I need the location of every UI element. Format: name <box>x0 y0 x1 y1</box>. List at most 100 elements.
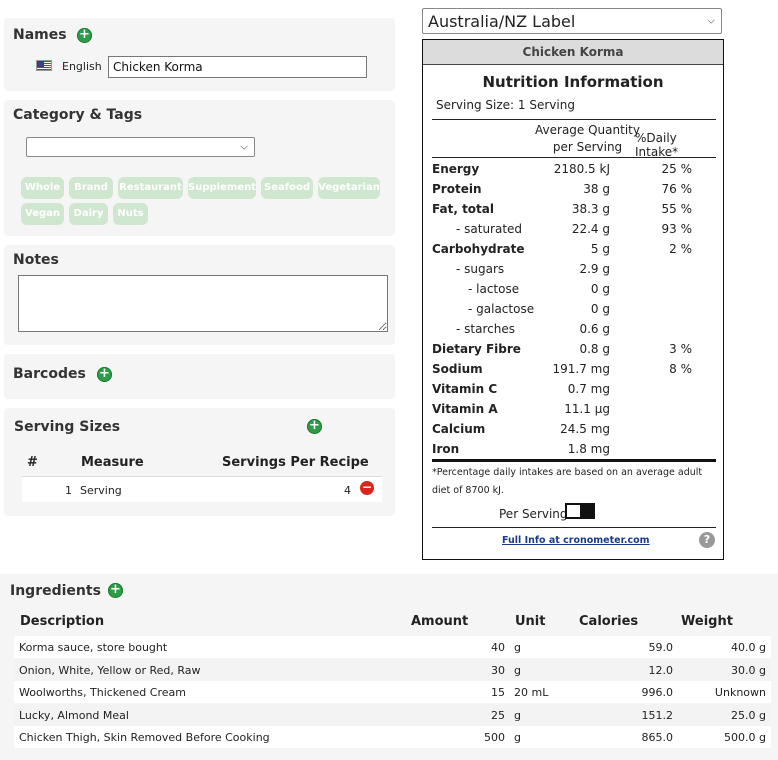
language-label: English <box>62 60 102 73</box>
nutrient-name: - starches <box>456 322 515 336</box>
ingredient-unit[interactable]: g <box>514 663 521 677</box>
tag-seafood[interactable]: Seafood <box>261 177 313 199</box>
chevron-down-icon: ⌵ <box>240 141 248 153</box>
nutrient-name: - lactose <box>468 282 520 296</box>
nutrient-quantity: 38 g <box>583 182 610 196</box>
ingredient-weight: 500.0 g <box>724 731 766 744</box>
label-col-avg-sub: per Serving <box>552 140 623 154</box>
ingredient-description[interactable]: Lucky, Almond Meal <box>19 708 129 722</box>
label-format-select[interactable]: Australia/NZ Label ⌵ <box>422 8 722 34</box>
label-footnote: *Percentage daily intakes are based on a… <box>432 467 703 496</box>
category-select[interactable]: ⌵ <box>26 137 255 157</box>
nutrient-name: Carbohydrate <box>432 242 525 256</box>
ingredient-description[interactable]: Chicken Thigh, Skin Removed Before Cooki… <box>19 731 270 744</box>
tag-restaurant[interactable]: Restaurant <box>118 177 183 199</box>
tag-dairy[interactable]: Dairy <box>69 203 108 225</box>
nutrient-daily-intake: 3 % <box>669 342 692 356</box>
ingredient-description[interactable]: Woolworths, Thickened Cream <box>19 686 186 699</box>
tag-nuts[interactable]: Nuts <box>113 203 148 225</box>
nutrition-info-title: Nutrition Information <box>482 73 664 91</box>
add-ingredient-icon[interactable]: + <box>108 583 123 598</box>
nutrient-row: - saturated 22.4 g 93 % <box>432 220 716 240</box>
ingredient-calories: 12.0 <box>648 663 674 677</box>
add-serving-icon[interactable]: + <box>307 419 322 434</box>
nutrient-quantity: 0.7 mg <box>567 382 610 396</box>
ingredient-amount[interactable]: 30 <box>491 663 505 677</box>
ingredient-description[interactable]: Korma sauce, store bought <box>19 641 168 654</box>
serving-col-measure: Measure <box>81 455 144 470</box>
ingredient-calories: 59.0 <box>648 641 674 654</box>
tag-brand[interactable]: Brand <box>69 177 113 199</box>
nutrient-daily-intake: 8 % <box>669 362 692 376</box>
serving-sizes-panel: Serving Sizes + # Measure Servings Per R… <box>4 408 395 516</box>
nutrient-row: Dietary Fibre 0.8 g 3 % <box>432 340 716 360</box>
nutrient-quantity: 22.4 g <box>571 222 610 236</box>
ingredients-section: Ingredients + Description Amount Unit Ca… <box>0 574 778 760</box>
label-divider <box>432 527 716 528</box>
ingredient-row[interactable]: Woolworths, Thickened Cream 15 20 mL 996.0 U… <box>14 681 771 703</box>
ingredient-row[interactable]: Chicken Thigh, Skin Removed Before Cooki… <box>14 726 771 748</box>
ingredient-amount[interactable]: 15 <box>491 686 505 699</box>
per-serving-label: Per Serving <box>499 507 568 521</box>
ingredient-unit[interactable]: g <box>514 708 521 722</box>
tag-supplement[interactable]: Supplement <box>188 177 256 199</box>
names-title: Names <box>13 27 67 43</box>
nutrient-quantity: 2.9 g <box>579 262 610 276</box>
help-icon[interactable]: ? <box>699 532 715 548</box>
label-thick-divider <box>432 459 716 462</box>
nutrient-daily-intake: 93 % <box>661 222 693 236</box>
serving-sizes-title: Serving Sizes <box>14 419 121 435</box>
notes-textarea[interactable] <box>18 275 388 332</box>
ingredient-amount[interactable]: 25 <box>491 708 505 722</box>
ingredient-weight: 25.0 g <box>731 708 766 722</box>
per-serving-toggle[interactable] <box>565 503 595 519</box>
nutrient-name: Iron <box>432 442 460 456</box>
notes-panel: Notes <box>4 245 395 345</box>
name-input[interactable] <box>108 56 367 78</box>
nutrient-name: - saturated <box>456 222 523 236</box>
add-name-icon[interactable]: + <box>77 28 92 43</box>
nutrient-quantity: 0 g <box>590 282 610 296</box>
nutrition-label: Chicken Korma Nutrition Information Serv… <box>422 39 724 560</box>
barcodes-panel: Barcodes + <box>4 354 395 399</box>
chevron-down-icon: ⌵ <box>707 15 715 27</box>
nutrient-row: Vitamin C 0.7 mg <box>432 380 716 400</box>
label-food-name: Chicken Korma <box>423 40 723 65</box>
ingredient-unit[interactable]: g <box>514 641 521 654</box>
tag-whole[interactable]: Whole <box>21 177 64 199</box>
ingredient-row[interactable]: Lucky, Almond Meal 25 g 151.2 25.0 g <box>14 703 771 726</box>
ingredient-unit[interactable]: g <box>514 731 521 744</box>
category-title: Category & Tags <box>13 107 143 123</box>
full-info-link[interactable]: Full Info at cronometer.com <box>502 535 650 546</box>
names-panel: Names + English <box>4 18 395 91</box>
label-format-value: Australia/NZ Label <box>428 12 576 31</box>
serving-row: 1 Serving 4 − <box>22 476 382 502</box>
nutrient-name: Protein <box>432 182 482 196</box>
tag-vegan[interactable]: Vegan <box>21 203 64 225</box>
add-barcode-icon[interactable]: + <box>97 367 112 382</box>
serving-row-per-recipe[interactable]: 4 <box>344 484 351 497</box>
nutrient-daily-intake: 55 % <box>661 202 693 216</box>
serving-col-num: # <box>27 455 38 470</box>
ingredient-row[interactable]: Korma sauce, store bought 40 g 59.0 40.0 g <box>14 636 771 658</box>
nutrient-row: - galactose 0 g <box>432 300 716 320</box>
col-amount: Amount <box>411 614 469 629</box>
nutrient-row: Sodium 191.7 mg 8 % <box>432 360 716 380</box>
nutrient-name: - galactose <box>468 302 535 316</box>
ingredient-unit[interactable]: 20 mL <box>514 686 549 699</box>
serving-row-measure[interactable]: Serving <box>80 484 122 497</box>
remove-serving-icon[interactable]: − <box>360 480 374 495</box>
nutrient-quantity: 24.5 mg <box>560 422 610 436</box>
nutrient-quantity: 1.8 mg <box>567 442 610 456</box>
ingredient-calories: 151.2 <box>641 708 674 722</box>
ingredient-weight: 40.0 g <box>731 641 766 654</box>
nutrient-name: Energy <box>432 162 480 176</box>
nutrient-name: - sugars <box>456 262 505 276</box>
ingredient-amount[interactable]: 40 <box>491 641 505 654</box>
tag-vegetarian[interactable]: Vegetarian <box>318 177 380 199</box>
ingredients-title: Ingredients <box>10 583 101 599</box>
ingredient-description[interactable]: Onion, White, Yellow or Red, Raw <box>19 663 201 677</box>
nutrient-quantity: 11.1 μg <box>564 402 610 416</box>
ingredient-row[interactable]: Onion, White, Yellow or Red, Raw 30 g 12.0 3… <box>14 658 771 681</box>
ingredient-amount[interactable]: 500 <box>484 731 505 744</box>
